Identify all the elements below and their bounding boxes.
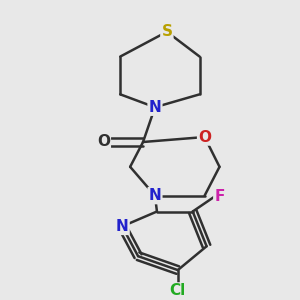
Text: O: O [198,130,211,145]
Text: Cl: Cl [170,284,186,298]
Text: O: O [97,134,110,149]
Text: N: N [148,100,161,115]
Text: S: S [161,24,172,39]
Text: F: F [214,189,225,204]
Text: N: N [148,188,161,203]
Text: N: N [116,219,129,234]
